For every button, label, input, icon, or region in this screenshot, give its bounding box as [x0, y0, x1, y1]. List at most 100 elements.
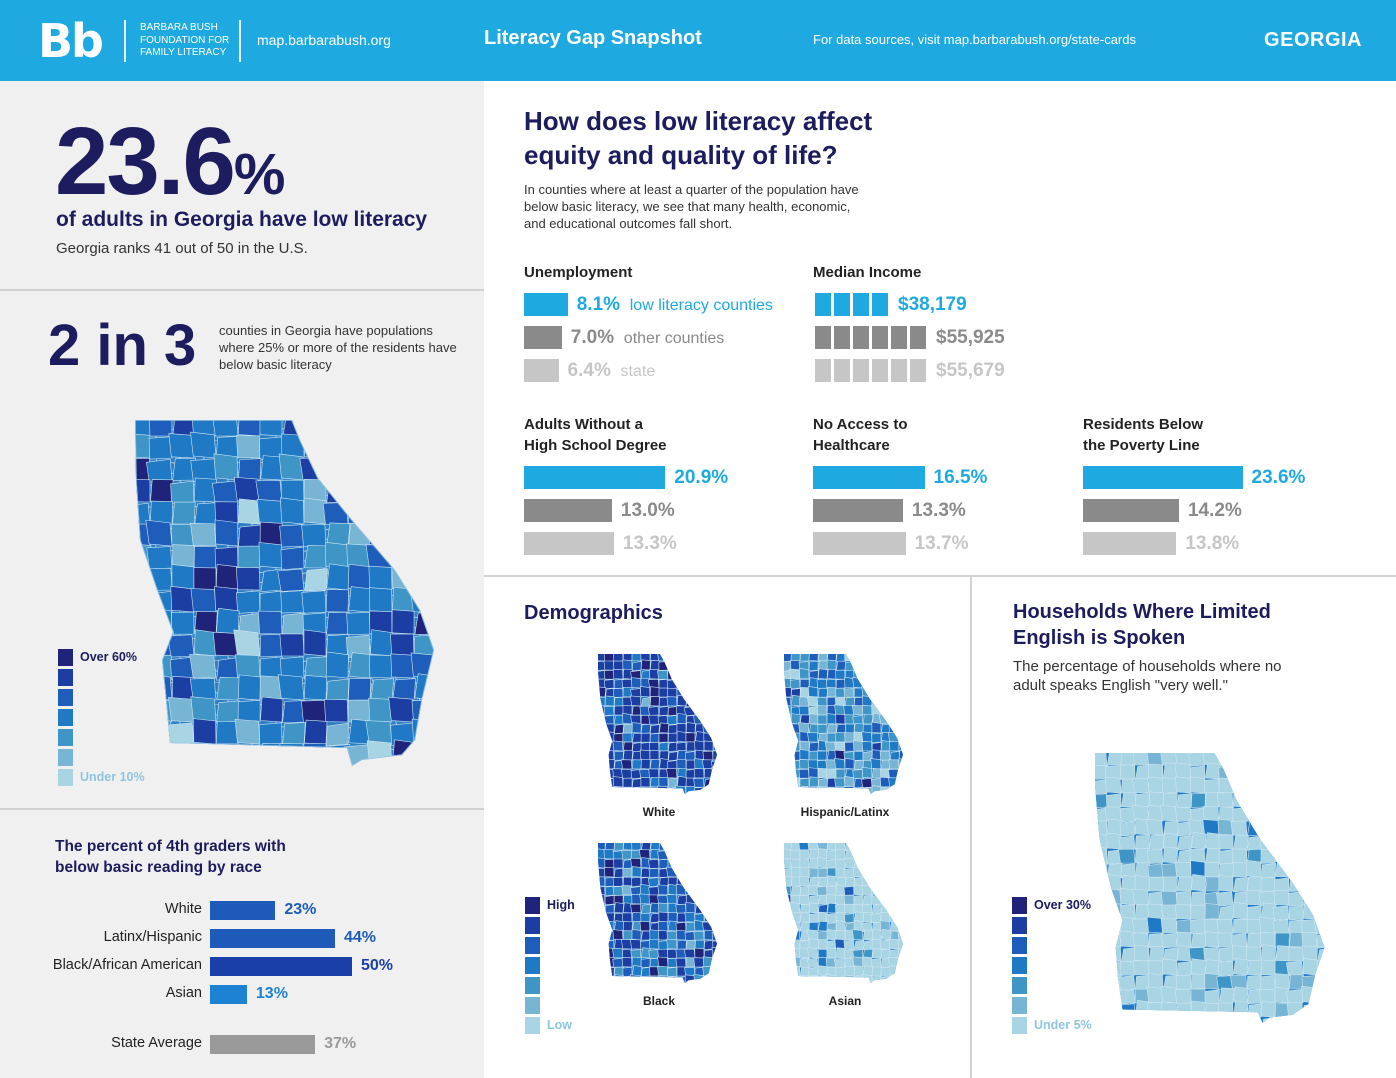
- county-cell: [871, 659, 882, 671]
- site-link[interactable]: map.barbarabush.org: [257, 32, 391, 48]
- county-cell: [657, 902, 669, 914]
- county-cell: [880, 885, 891, 896]
- county-cell: [693, 714, 705, 725]
- county-cell: [658, 732, 669, 743]
- county-cell: [1302, 863, 1318, 879]
- county-cell: [784, 723, 792, 734]
- county-cell: [1190, 973, 1206, 990]
- county-cell: [348, 522, 372, 547]
- county-cell: [712, 894, 717, 905]
- county-cell: [667, 858, 678, 869]
- county-cell: [1343, 933, 1350, 947]
- county-cell: [685, 759, 696, 770]
- county-cell: [799, 654, 810, 662]
- county-cell: [843, 886, 855, 896]
- metric-row: 13.8%: [1083, 532, 1343, 556]
- county-cell: [712, 659, 717, 671]
- unemployment-desc: state: [620, 363, 656, 380]
- county-cell: [703, 910, 715, 923]
- county-cell: [1191, 932, 1207, 948]
- county-cell: [908, 679, 917, 688]
- county-cell: [790, 750, 801, 761]
- county-cell: [301, 524, 327, 547]
- county-cell: [238, 744, 262, 766]
- county-cell: [693, 974, 705, 983]
- county-cell: [1233, 753, 1249, 766]
- county-cell: [648, 867, 660, 878]
- county-cell: [790, 760, 801, 770]
- county-cell: [834, 849, 846, 860]
- county-cell: [693, 858, 705, 869]
- county-cell: [888, 938, 900, 950]
- county-cell: [1161, 904, 1178, 920]
- county-cell: [824, 741, 837, 752]
- county-cell: [1163, 947, 1179, 963]
- county-cell: [799, 714, 811, 725]
- county-cell: [861, 660, 873, 671]
- county-cell: [1204, 973, 1220, 990]
- county-cell: [799, 885, 810, 896]
- county-cell: [784, 885, 792, 896]
- county-cell: [348, 586, 372, 613]
- county-cell: [604, 741, 615, 752]
- county-cell: [808, 750, 819, 761]
- county-cell: [880, 876, 891, 887]
- county-cell: [667, 843, 678, 851]
- county-cell: [1174, 988, 1192, 1004]
- county-cell: [257, 610, 283, 635]
- county-cell: [621, 787, 633, 794]
- county-cell: [712, 777, 717, 788]
- state-name: GEORGIA: [1264, 29, 1362, 51]
- county-cell: [667, 883, 678, 896]
- county-cell: [666, 696, 678, 707]
- county-cell: [631, 866, 642, 878]
- county-cell: [658, 742, 669, 752]
- county-cell: [366, 767, 392, 780]
- county-cell: [879, 939, 891, 950]
- county-cell: [676, 894, 688, 905]
- county-cell: [871, 875, 882, 887]
- county-cell: [630, 903, 642, 914]
- county-cell: [917, 966, 926, 976]
- county-cell: [694, 894, 706, 905]
- county-cell: [722, 680, 731, 689]
- county-cell: [702, 714, 714, 725]
- county-cell: [799, 759, 810, 770]
- county-cell: [799, 875, 810, 887]
- county-cell: [1132, 1016, 1150, 1023]
- county-cell: [1247, 821, 1263, 837]
- county-cell: [835, 884, 846, 896]
- county-cell: [711, 931, 717, 942]
- county-cell: [260, 743, 284, 766]
- county-cell: [917, 920, 926, 931]
- county-cell: [684, 974, 696, 983]
- county-cell: [237, 674, 261, 701]
- sources-link[interactable]: For data sources, visit map.barbarabush.…: [813, 32, 1136, 47]
- county-cell: [603, 705, 615, 716]
- section-divider: [970, 576, 972, 1078]
- county-cell: [731, 758, 740, 769]
- county-cell: [784, 858, 792, 869]
- unemployment-row: 8.1% low literacy counties: [524, 293, 814, 317]
- county-cell: [647, 877, 660, 888]
- county-cell: [731, 895, 741, 904]
- county-cell: [872, 849, 883, 860]
- county-cell: [1273, 890, 1290, 906]
- county-cell: [853, 975, 864, 983]
- county-cell: [702, 661, 714, 671]
- county-cell: [238, 458, 262, 482]
- county-cell: [1288, 753, 1304, 767]
- county-cell: [193, 765, 218, 766]
- county-cell: [667, 706, 678, 717]
- county-cell: [880, 976, 891, 983]
- county-cell: [612, 687, 624, 698]
- county-cell: [843, 688, 855, 698]
- county-cell: [853, 660, 864, 671]
- county-cell: [658, 843, 669, 851]
- county-cell: [366, 740, 393, 766]
- county-cell: [878, 714, 891, 725]
- county-cell: [436, 481, 458, 504]
- county-cell: [1345, 1004, 1350, 1018]
- county-cell: [1316, 847, 1325, 864]
- county-cell: [916, 778, 926, 787]
